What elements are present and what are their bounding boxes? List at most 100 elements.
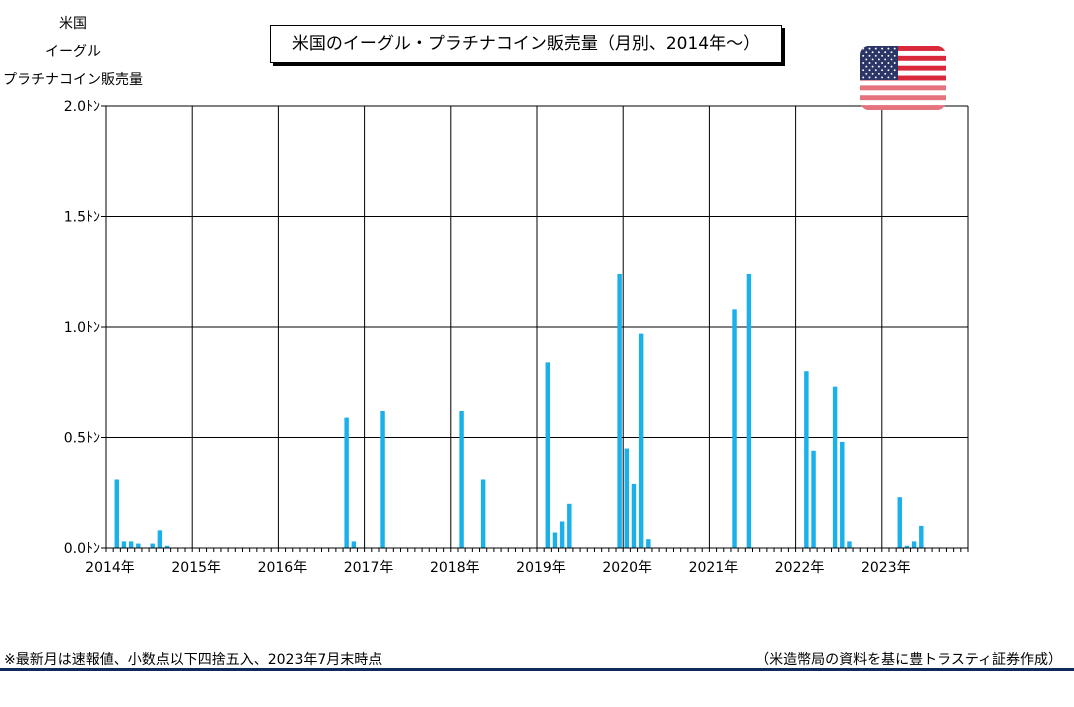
flag-star <box>868 47 871 50</box>
bar <box>121 541 127 548</box>
us-flag-icon <box>860 46 946 110</box>
x-tick-label: 2016年 <box>258 560 308 576</box>
flag-star <box>887 76 890 79</box>
grid-lines <box>106 105 969 548</box>
flag-star <box>871 58 874 61</box>
x-tick-label: 2017年 <box>344 560 394 576</box>
flag-star <box>881 47 884 50</box>
flag-star <box>890 72 893 75</box>
bar <box>631 483 637 548</box>
x-tick-label: 2022年 <box>775 560 825 576</box>
flag-star <box>893 69 896 72</box>
source-note: （米造幣局の資料を基に豊トラスティ証券作成） <box>755 652 1062 668</box>
x-tick-label: 2015年 <box>171 560 221 576</box>
flag-star <box>862 47 865 50</box>
flag-star <box>890 58 893 61</box>
flag-star <box>881 62 884 64</box>
flag-star <box>862 62 865 64</box>
flag-star <box>893 76 896 79</box>
flag-star <box>874 47 877 50</box>
flag-star <box>877 58 880 61</box>
flag-star <box>877 51 880 54</box>
x-tick-label: 2023年 <box>861 560 911 576</box>
flag-stripe <box>860 65 946 71</box>
bar <box>646 539 651 548</box>
x-tick-label: 2020年 <box>602 560 652 576</box>
flag-star <box>881 76 884 79</box>
flag-star <box>884 51 887 54</box>
y-tick-label: 0.0ﾄﾝ <box>64 541 100 557</box>
flag-star <box>881 54 884 57</box>
flag-star <box>874 69 877 72</box>
y-axis-title-line-3: プラチナコイン販売量 <box>3 72 143 88</box>
bar <box>164 545 170 548</box>
bar <box>804 371 809 548</box>
flag-star <box>865 72 868 75</box>
flag-star <box>881 69 884 72</box>
y-tick-label: 1.0ﾄﾝ <box>64 320 100 336</box>
bar <box>897 497 902 548</box>
footnote: ※最新月は速報値、小数点以下四捨五入、2023年7月末時点 <box>4 652 383 668</box>
x-tick-label: 2019年 <box>516 560 566 576</box>
bar <box>624 448 630 548</box>
flag-stripe <box>860 85 946 91</box>
bar <box>811 450 816 548</box>
flag-star <box>893 47 896 50</box>
bar <box>552 532 558 548</box>
footer-rule <box>0 668 1074 671</box>
flag-star <box>865 51 868 54</box>
flag-star <box>874 76 877 79</box>
flag-star <box>874 54 877 57</box>
flag-star <box>884 72 887 75</box>
bar <box>911 541 917 548</box>
flag-stripe <box>860 75 946 81</box>
bar <box>351 541 357 548</box>
flag-star <box>868 54 871 57</box>
flag-star <box>887 62 890 64</box>
bar <box>832 386 838 548</box>
flag-stripe <box>860 105 946 110</box>
x-tick-label: 2021年 <box>689 560 739 576</box>
flag-star <box>877 72 880 75</box>
bar <box>150 543 155 548</box>
flag-star <box>877 65 880 68</box>
flag-star <box>868 62 871 64</box>
flag-star <box>862 69 865 72</box>
flag-star <box>862 76 865 79</box>
x-tick-label: 2014年 <box>85 560 135 576</box>
x-tick-label: 2018年 <box>430 560 480 576</box>
bar <box>567 503 572 548</box>
bar <box>559 521 565 548</box>
bar <box>157 530 163 548</box>
bar <box>840 441 845 548</box>
flag-star <box>887 54 890 57</box>
bar <box>617 273 622 548</box>
bar <box>919 525 924 548</box>
flag-stripe <box>860 46 946 51</box>
flag-star <box>884 65 887 68</box>
flag-stripe <box>860 55 946 61</box>
flag-star <box>871 51 874 54</box>
flag-stripe <box>860 95 946 101</box>
flag-star <box>893 54 896 57</box>
flag-star <box>884 58 887 61</box>
bar <box>847 541 852 548</box>
bar <box>380 410 385 548</box>
bar <box>136 543 141 548</box>
bar <box>459 410 464 548</box>
bar <box>480 479 486 548</box>
y-tick-label: 2.0ﾄﾝ <box>64 99 100 115</box>
chart-title: 米国のイーグル・プラチナコイン販売量（月別、2014年～） <box>270 25 782 63</box>
bar <box>732 309 737 548</box>
flag-star <box>874 62 877 64</box>
bar <box>114 479 119 548</box>
bar <box>904 545 910 548</box>
flag-star <box>887 47 890 50</box>
y-tick-labels: 0.0ﾄﾝ 0.5ﾄﾝ 1.0ﾄﾝ 1.5ﾄﾝ 2.0ﾄﾝ <box>64 99 100 557</box>
x-tick-labels: 2014年 2015年 2016年 2017年 2018年 2019年 2020年 2021年… <box>85 560 910 576</box>
flag-star <box>887 69 890 72</box>
bar <box>344 417 349 548</box>
y-tick-label: 1.5ﾄﾝ <box>64 210 100 226</box>
flag-star <box>890 65 893 68</box>
